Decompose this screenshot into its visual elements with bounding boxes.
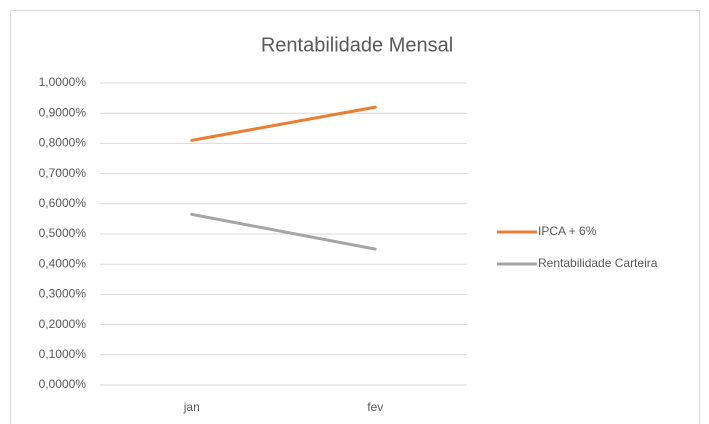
y-tick-label: 0,4000% [39, 256, 87, 270]
y-tick-label: 0,3000% [39, 287, 87, 301]
y-tick-label: 0,7000% [39, 166, 87, 180]
y-tick-label: 0,6000% [39, 196, 87, 210]
chart-title: Rentabilidade Mensal [261, 34, 453, 56]
y-tick-label: 0,9000% [39, 105, 87, 119]
series-line [190, 212, 377, 251]
y-tick-label: 0,8000% [39, 136, 87, 150]
x-tick-label: jan [183, 400, 200, 414]
y-tick-label: 0,0000% [39, 377, 87, 391]
chart-border [10, 10, 700, 424]
legend-label: Rentabilidade Carteira [538, 256, 658, 270]
series-line [190, 105, 377, 142]
y-tick-label: 1,0000% [39, 75, 87, 89]
y-tick-label: 0,5000% [39, 226, 87, 240]
y-tick-label: 0,2000% [39, 317, 87, 331]
x-tick-label: fev [367, 400, 383, 414]
y-tick-label: 0,1000% [39, 347, 87, 361]
legend-label: IPCA + 6% [538, 224, 597, 238]
